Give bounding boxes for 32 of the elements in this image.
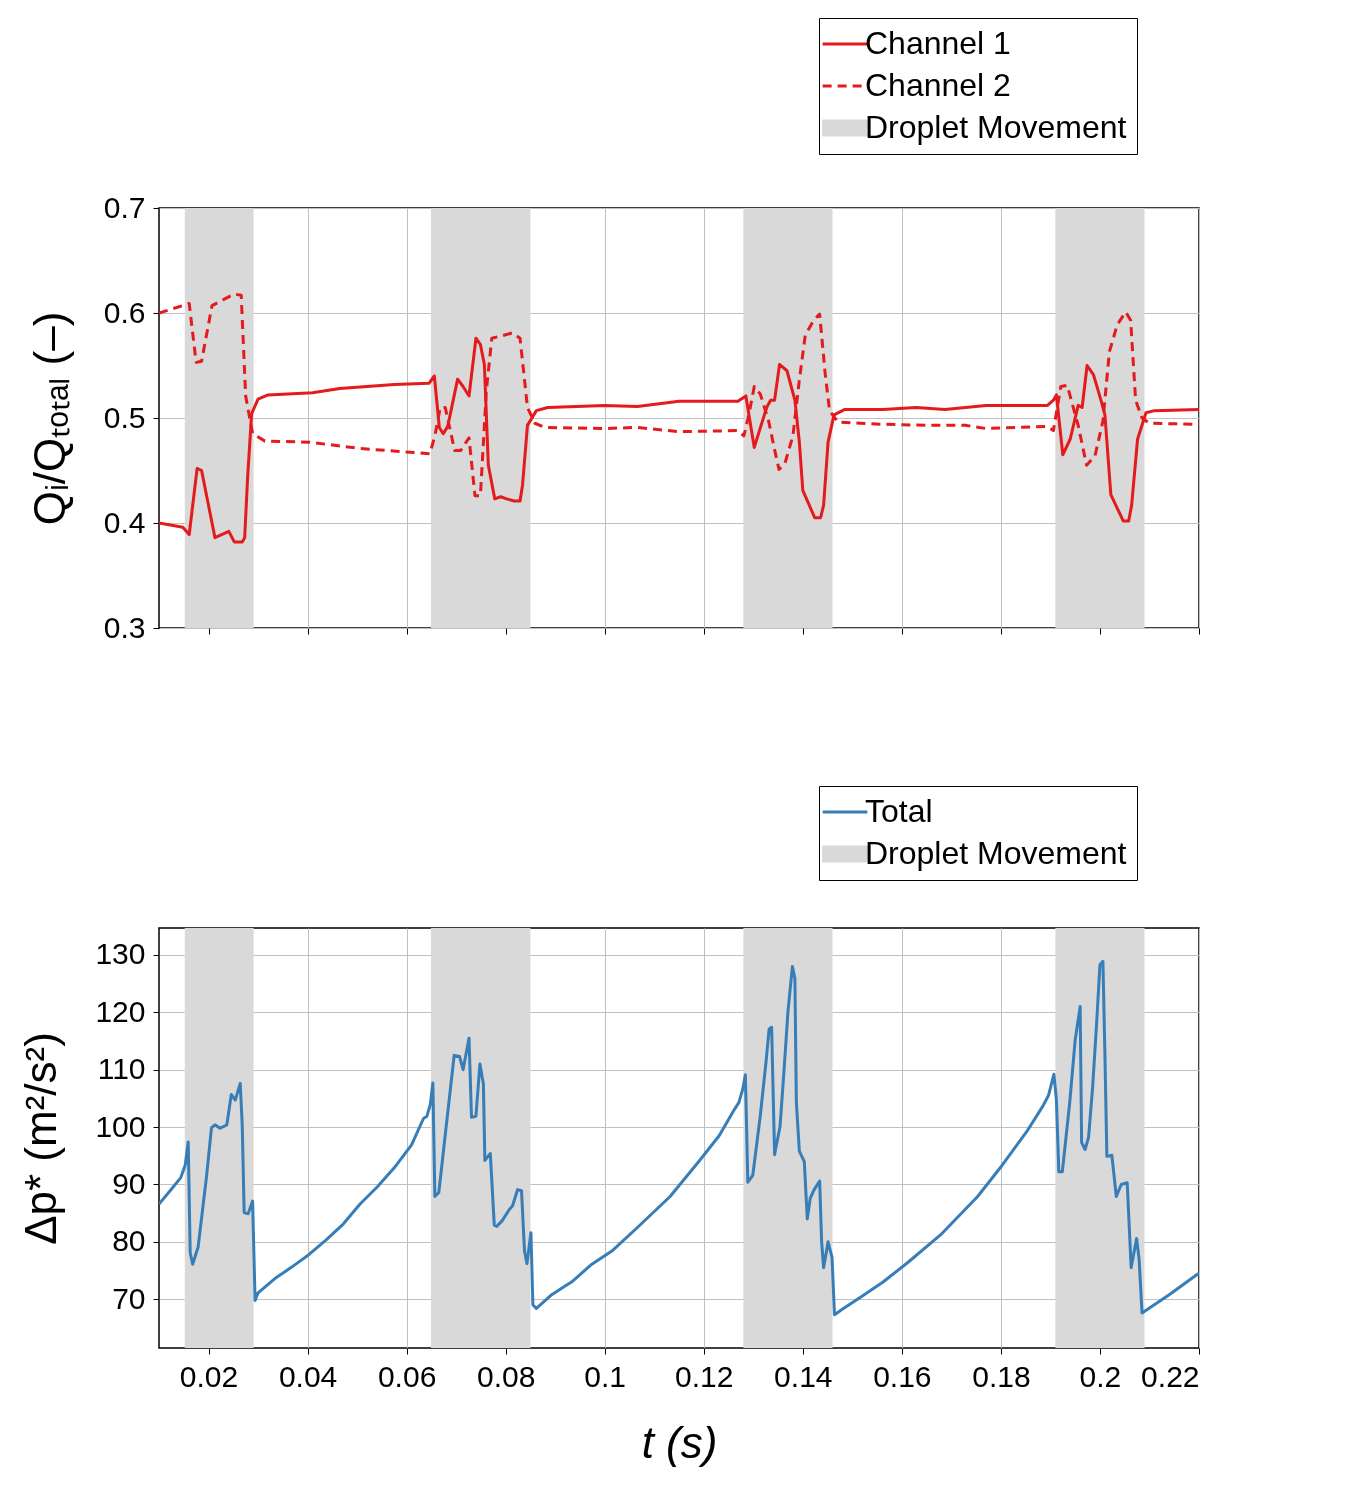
- y-axis-title: Qᵢ/Qₜₒₜₐₗ (–): [24, 311, 74, 526]
- x-tick-label: 0.06: [377, 1359, 437, 1393]
- x-axis-title: t (s): [641, 1417, 718, 1467]
- x-tick-label: 0.18: [972, 1359, 1031, 1393]
- x-tick-label: 0.14: [774, 1359, 833, 1393]
- y-tick-label: 0.5: [103, 400, 146, 434]
- y-tick-label: 0.4: [103, 505, 146, 539]
- y-tick-label: 80: [112, 1224, 146, 1258]
- y-tick-label: 110: [97, 1052, 146, 1086]
- x-tick-label: 0.1: [584, 1359, 627, 1393]
- y-tick-label: 0.7: [103, 190, 146, 224]
- y-tick-label: 70: [112, 1281, 146, 1315]
- y-axis-title: Δp* (m²/s²): [16, 1032, 66, 1245]
- y-tick-label: 130: [95, 937, 146, 971]
- y-tick-label: 90: [112, 1166, 146, 1200]
- x-tick-label: 0.2: [1079, 1359, 1122, 1393]
- line-series: [159, 959, 1199, 1317]
- x-tick-label: 0.12: [675, 1359, 734, 1393]
- y-tick-label: 100: [95, 1109, 146, 1143]
- x-tick-label: 0.22: [1141, 1359, 1200, 1393]
- x-tick-label: 0.02: [179, 1359, 239, 1393]
- legend-label: Droplet Movement: [865, 835, 1127, 871]
- legend-label: Total: [865, 793, 933, 829]
- x-tick-label: 0.08: [476, 1359, 536, 1393]
- x-tick-label: 0.16: [873, 1359, 932, 1393]
- y-tick-label: 120: [95, 994, 146, 1028]
- legend-label: Channel 2: [865, 67, 1011, 103]
- x-tick-label: 0.04: [278, 1359, 338, 1393]
- legend-label: Channel 1: [865, 25, 1011, 61]
- legend-label: Droplet Movement: [865, 109, 1127, 145]
- y-tick-label: 0.3: [103, 610, 146, 644]
- y-tick-label: 0.6: [103, 295, 146, 329]
